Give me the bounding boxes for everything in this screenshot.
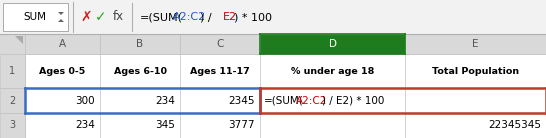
Text: ✗: ✗ xyxy=(80,10,92,24)
Text: ) / E2) * 100: ) / E2) * 100 xyxy=(322,95,385,105)
Text: 300: 300 xyxy=(75,95,95,105)
Bar xyxy=(25,113,100,138)
Text: A: A xyxy=(59,39,66,49)
Text: 2345: 2345 xyxy=(228,95,255,105)
Text: Total Population: Total Population xyxy=(432,67,519,75)
Bar xyxy=(25,34,100,54)
Text: A2:C2: A2:C2 xyxy=(173,12,206,22)
Bar xyxy=(180,88,260,113)
Text: 234: 234 xyxy=(75,120,95,131)
Polygon shape xyxy=(15,36,23,44)
Text: 234: 234 xyxy=(155,95,175,105)
Bar xyxy=(260,54,405,88)
Text: Ages 0-5: Ages 0-5 xyxy=(39,67,86,75)
Bar xyxy=(180,54,260,88)
Text: D: D xyxy=(329,39,336,49)
Bar xyxy=(260,113,405,138)
Text: B: B xyxy=(136,39,144,49)
Bar xyxy=(0,88,25,113)
Bar xyxy=(260,88,405,113)
Text: =(SUM(: =(SUM( xyxy=(264,95,304,105)
Text: Ages 11-17: Ages 11-17 xyxy=(190,67,250,75)
Text: E2: E2 xyxy=(223,12,236,22)
Text: ) /: ) / xyxy=(200,12,216,22)
Bar xyxy=(260,34,405,54)
Bar xyxy=(100,88,180,113)
Bar xyxy=(0,0,546,34)
Bar xyxy=(100,113,180,138)
Bar xyxy=(405,54,546,88)
Bar xyxy=(25,88,100,113)
Bar xyxy=(0,34,25,54)
Text: E: E xyxy=(472,39,479,49)
Bar xyxy=(405,88,546,113)
Text: A2:C2: A2:C2 xyxy=(296,95,327,105)
Bar xyxy=(0,54,25,88)
Text: 1: 1 xyxy=(9,66,16,76)
Bar xyxy=(180,113,260,138)
Bar xyxy=(405,34,546,54)
Text: SUM: SUM xyxy=(23,12,46,22)
Text: 2: 2 xyxy=(9,95,16,105)
Text: % under age 18: % under age 18 xyxy=(291,67,374,75)
Bar xyxy=(25,54,100,88)
Polygon shape xyxy=(58,19,64,22)
Bar xyxy=(3,3,68,31)
Text: Ages 6-10: Ages 6-10 xyxy=(114,67,167,75)
Text: =(SUM(: =(SUM( xyxy=(140,12,183,22)
Text: ) * 100: ) * 100 xyxy=(234,12,271,22)
Text: C: C xyxy=(216,39,224,49)
Text: ✓: ✓ xyxy=(95,10,107,24)
Bar xyxy=(405,113,546,138)
Bar xyxy=(100,34,180,54)
Text: 3: 3 xyxy=(9,120,16,131)
Text: 3777: 3777 xyxy=(228,120,255,131)
Bar xyxy=(100,54,180,88)
Text: 345: 345 xyxy=(155,120,175,131)
Polygon shape xyxy=(58,12,64,15)
Text: 22345345: 22345345 xyxy=(488,120,541,131)
Text: fx: fx xyxy=(112,10,123,23)
Bar xyxy=(180,34,260,54)
Bar xyxy=(0,113,25,138)
